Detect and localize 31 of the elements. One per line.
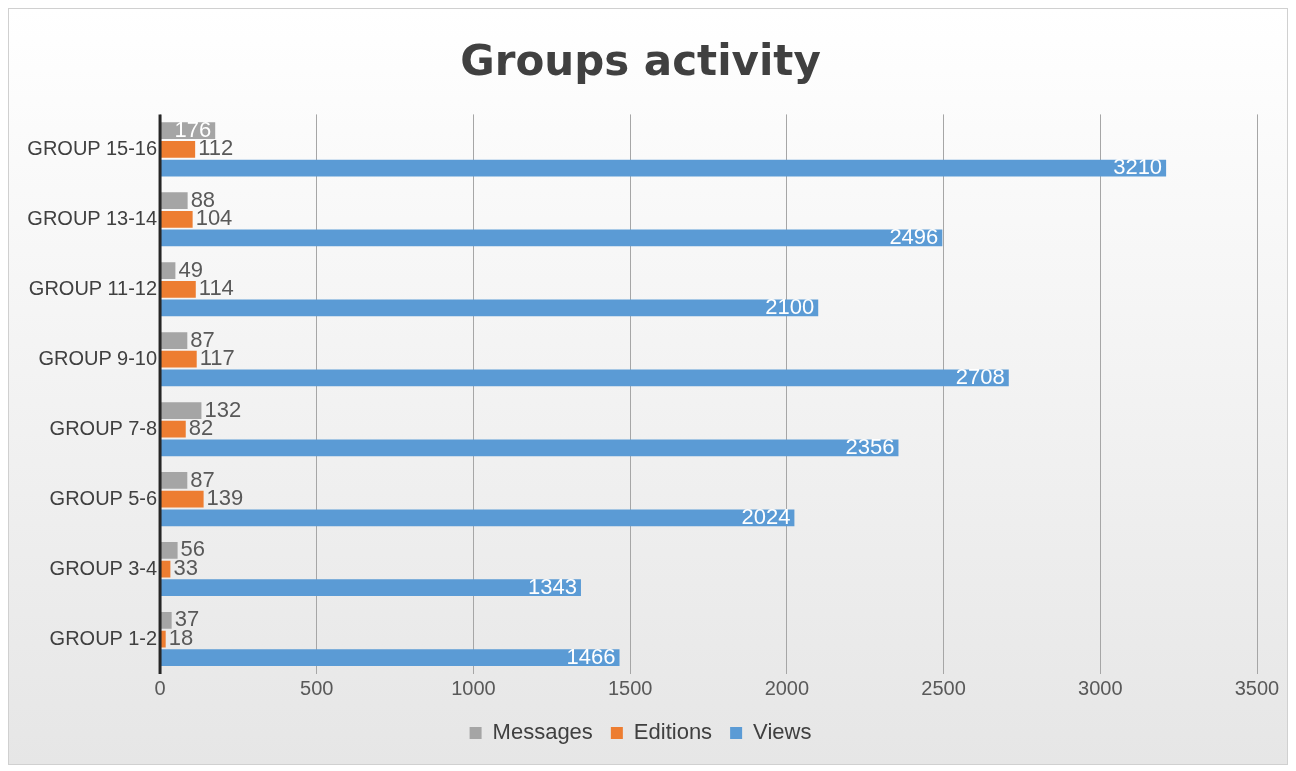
x-tick-label: 3000 xyxy=(1078,676,1123,699)
x-tick-label: 2000 xyxy=(764,676,810,699)
data-label: 18 xyxy=(168,625,194,651)
y-tick-label: GROUP 11-12 xyxy=(28,276,158,299)
x-tick-label: 1000 xyxy=(451,676,496,699)
data-label: 3210 xyxy=(1113,154,1163,180)
y-tick-label: GROUP 7-8 xyxy=(49,416,158,439)
chart-title: Groups activity xyxy=(460,36,821,86)
data-label: 33 xyxy=(173,555,198,581)
y-tick-label: GROUP 13-14 xyxy=(27,206,158,229)
x-tick-label: 3500 xyxy=(1234,676,1280,699)
x-tick-label: 0 xyxy=(154,676,166,699)
x-tick-label: 500 xyxy=(300,676,334,699)
data-label: 2356 xyxy=(845,433,895,459)
legend-label: Messages xyxy=(492,719,593,745)
data-label: 2496 xyxy=(889,224,939,250)
x-tick-label: 2500 xyxy=(921,676,966,699)
y-tick-label: GROUP 3-4 xyxy=(49,556,158,579)
y-tick-label: GROUP 5-6 xyxy=(49,486,158,509)
x-tick-label: 1500 xyxy=(607,676,653,699)
legend-label: Editions xyxy=(633,719,713,745)
data-label: 1466 xyxy=(566,643,616,669)
legend-label: Views xyxy=(753,719,812,745)
data-label: 2100 xyxy=(765,293,815,319)
y-tick-label: GROUP 9-10 xyxy=(38,346,158,369)
data-label: 1343 xyxy=(528,573,577,599)
data-label: 2708 xyxy=(955,363,1005,389)
data-label: 2024 xyxy=(741,503,791,529)
y-tick-label: GROUP 15-16 xyxy=(27,136,158,159)
data-label: 49 xyxy=(178,256,203,282)
y-tick-label: GROUP 1-2 xyxy=(49,626,158,649)
